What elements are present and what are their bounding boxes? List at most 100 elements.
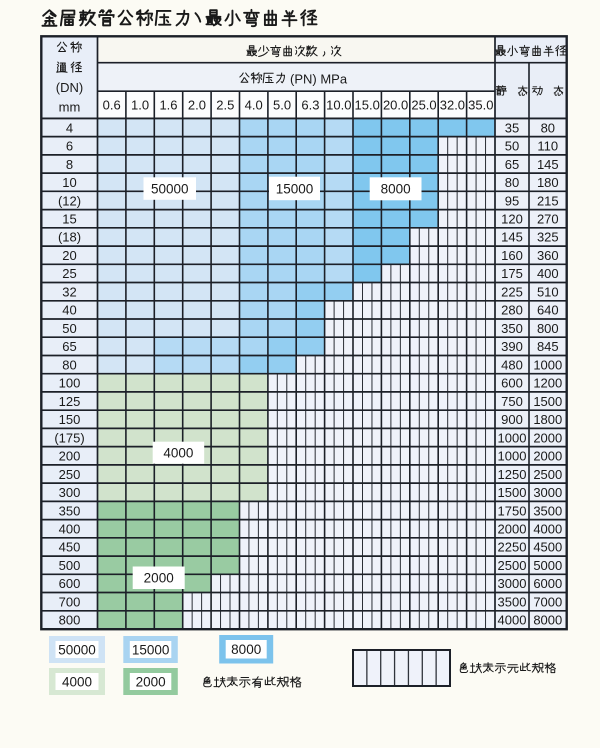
svg-text:(175): (175) (54, 430, 84, 445)
svg-text:2.0: 2.0 (188, 98, 206, 113)
svg-text:350: 350 (501, 321, 523, 336)
svg-text:125: 125 (59, 394, 81, 409)
svg-text:160: 160 (501, 248, 523, 263)
svg-text:15: 15 (62, 212, 76, 227)
svg-text:40: 40 (62, 303, 76, 318)
svg-text:10.0: 10.0 (326, 98, 351, 113)
svg-text:6.3: 6.3 (301, 98, 319, 113)
svg-text:480: 480 (501, 357, 523, 372)
svg-text:15.0: 15.0 (355, 98, 380, 113)
svg-text:270: 270 (537, 212, 559, 227)
svg-text:mm: mm (59, 100, 81, 115)
svg-text:3000: 3000 (498, 576, 527, 591)
svg-text:4000: 4000 (62, 674, 92, 689)
svg-text:1.6: 1.6 (159, 98, 177, 113)
svg-text:2500: 2500 (498, 558, 527, 573)
svg-text:15000: 15000 (132, 642, 170, 657)
svg-text:5.0: 5.0 (273, 98, 291, 113)
svg-text:65: 65 (62, 339, 76, 354)
svg-text:100: 100 (59, 376, 81, 391)
svg-text:25: 25 (62, 266, 76, 281)
svg-text:1750: 1750 (498, 503, 527, 518)
svg-text:3500: 3500 (533, 503, 562, 518)
svg-text:4.0: 4.0 (245, 98, 263, 113)
svg-text:5000: 5000 (533, 558, 562, 573)
svg-text:80: 80 (541, 120, 555, 135)
svg-text:215: 215 (537, 193, 559, 208)
svg-text:1800: 1800 (533, 412, 562, 427)
svg-text:7000: 7000 (533, 594, 562, 609)
svg-text:845: 845 (537, 339, 559, 354)
svg-text:1000: 1000 (498, 449, 527, 464)
svg-text:4500: 4500 (533, 540, 562, 555)
svg-text:3500: 3500 (498, 594, 527, 609)
svg-text:1200: 1200 (533, 376, 562, 391)
svg-text:2000: 2000 (498, 522, 527, 537)
svg-text:25.0: 25.0 (411, 98, 436, 113)
svg-text:4: 4 (66, 120, 73, 135)
svg-text:2000: 2000 (136, 674, 166, 689)
svg-text:32.0: 32.0 (440, 98, 465, 113)
svg-text:180: 180 (537, 175, 559, 190)
svg-text:(DN): (DN) (56, 80, 83, 95)
svg-text:8000: 8000 (381, 182, 411, 197)
svg-text:80: 80 (505, 175, 519, 190)
svg-text:325: 325 (537, 230, 559, 245)
svg-text:2000: 2000 (533, 430, 562, 445)
svg-text:0.6: 0.6 (103, 98, 121, 113)
svg-text:(PN) MPa: (PN) MPa (290, 72, 348, 87)
svg-text:2000: 2000 (533, 449, 562, 464)
svg-text:2.5: 2.5 (216, 98, 234, 113)
svg-text:1000: 1000 (498, 430, 527, 445)
svg-text:280: 280 (501, 303, 523, 318)
svg-text:300: 300 (59, 485, 81, 500)
svg-text:35: 35 (505, 120, 519, 135)
svg-text:2250: 2250 (498, 540, 527, 555)
svg-text:175: 175 (501, 266, 523, 281)
svg-text:1000: 1000 (533, 357, 562, 372)
svg-text:350: 350 (59, 503, 81, 518)
svg-text:80: 80 (62, 357, 76, 372)
svg-text:4000: 4000 (533, 522, 562, 537)
svg-text:145: 145 (537, 157, 559, 172)
svg-text:360: 360 (537, 248, 559, 263)
svg-text:450: 450 (59, 540, 81, 555)
svg-text:500: 500 (59, 558, 81, 573)
svg-text:1500: 1500 (533, 394, 562, 409)
svg-text:20.0: 20.0 (383, 98, 408, 113)
svg-text:50: 50 (62, 321, 76, 336)
svg-text:120: 120 (501, 212, 523, 227)
svg-text:8000: 8000 (231, 642, 261, 657)
svg-text:6: 6 (66, 139, 73, 154)
svg-text:510: 510 (537, 284, 559, 299)
svg-text:2500: 2500 (533, 467, 562, 482)
svg-text:150: 150 (59, 412, 81, 427)
svg-text:1250: 1250 (498, 467, 527, 482)
svg-text:50000: 50000 (151, 182, 189, 197)
svg-text:4000: 4000 (163, 446, 193, 461)
svg-text:2000: 2000 (144, 571, 174, 586)
svg-text:20: 20 (62, 248, 76, 263)
svg-text:35.0: 35.0 (468, 98, 493, 113)
svg-text:400: 400 (59, 522, 81, 537)
svg-text:1500: 1500 (498, 485, 527, 500)
svg-text:4000: 4000 (498, 613, 527, 628)
svg-text:10: 10 (62, 175, 76, 190)
svg-text:800: 800 (59, 613, 81, 628)
svg-text:110: 110 (537, 139, 558, 154)
svg-text:8: 8 (66, 157, 73, 172)
svg-text:900: 900 (501, 412, 523, 427)
svg-text:390: 390 (501, 339, 523, 354)
svg-text:32: 32 (62, 284, 76, 299)
svg-text:(12): (12) (58, 193, 81, 208)
svg-text:400: 400 (537, 266, 559, 281)
svg-text:700: 700 (59, 594, 81, 609)
svg-text:6000: 6000 (533, 576, 562, 591)
svg-text:15000: 15000 (276, 181, 314, 196)
svg-text:50000: 50000 (58, 642, 96, 657)
svg-text:1.0: 1.0 (131, 98, 149, 113)
svg-text:600: 600 (501, 376, 523, 391)
svg-text:750: 750 (501, 394, 523, 409)
svg-text:250: 250 (59, 467, 81, 482)
svg-text:(18): (18) (58, 230, 81, 245)
